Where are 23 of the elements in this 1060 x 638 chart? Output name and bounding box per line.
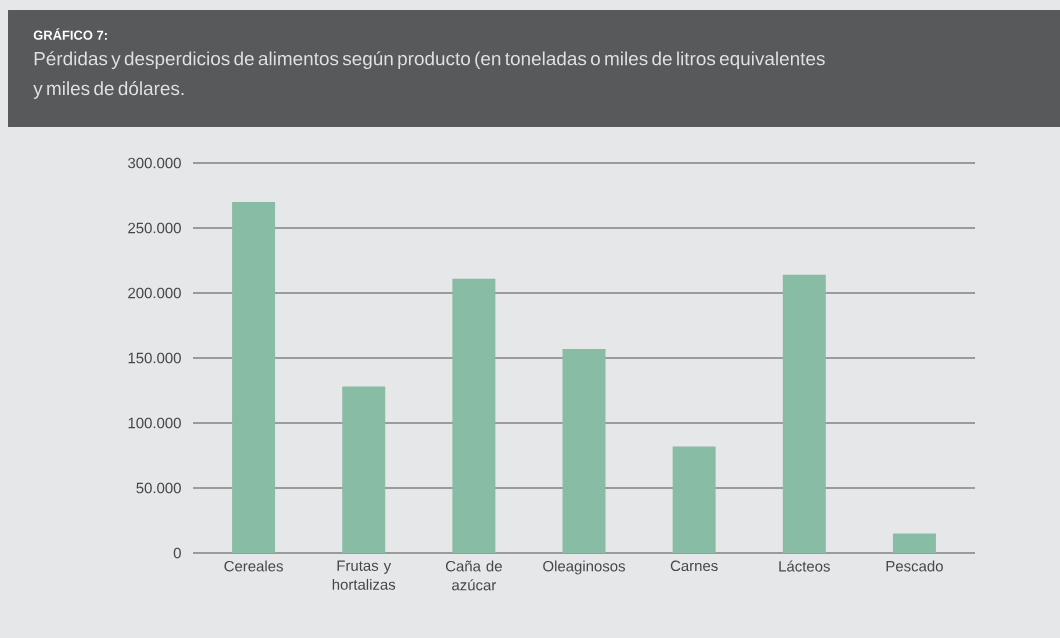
x-tick-label: Oleaginosos bbox=[543, 560, 625, 575]
x-tick-label: Cereales bbox=[224, 560, 283, 572]
x-tick-label: Pescado bbox=[886, 560, 943, 572]
y-tick-label: 200.000 bbox=[128, 287, 181, 299]
y-tick-label: 300.000 bbox=[128, 157, 181, 169]
bar bbox=[342, 386, 386, 553]
chart-subtitle: Pérdidas y desperdicios de alimentos según producto (en toneladas o miles de litros equivalentes y miles de dólares. bbox=[33, 51, 825, 99]
text: GRÁFICO 7: bbox=[33, 28, 107, 40]
x-tick-label: Frutas y hortalizas bbox=[332, 560, 396, 590]
bar bbox=[562, 348, 606, 553]
y-tick-label: 100.000 bbox=[128, 417, 181, 429]
y-tick-label: 250.000 bbox=[128, 222, 181, 234]
y-tick-label: 50.000 bbox=[136, 482, 181, 494]
bar bbox=[452, 278, 496, 553]
bar bbox=[232, 201, 276, 553]
y-tick-label: 150.000 bbox=[128, 352, 181, 364]
bar bbox=[782, 274, 826, 553]
y-tick-label: 0 bbox=[173, 547, 181, 559]
bar bbox=[672, 446, 716, 553]
x-tick-label: Carnes bbox=[670, 560, 718, 572]
x-tick-label: Lácteos bbox=[779, 560, 830, 572]
x-tick-label: Caña de azúcar bbox=[445, 560, 502, 591]
bar bbox=[892, 533, 936, 553]
